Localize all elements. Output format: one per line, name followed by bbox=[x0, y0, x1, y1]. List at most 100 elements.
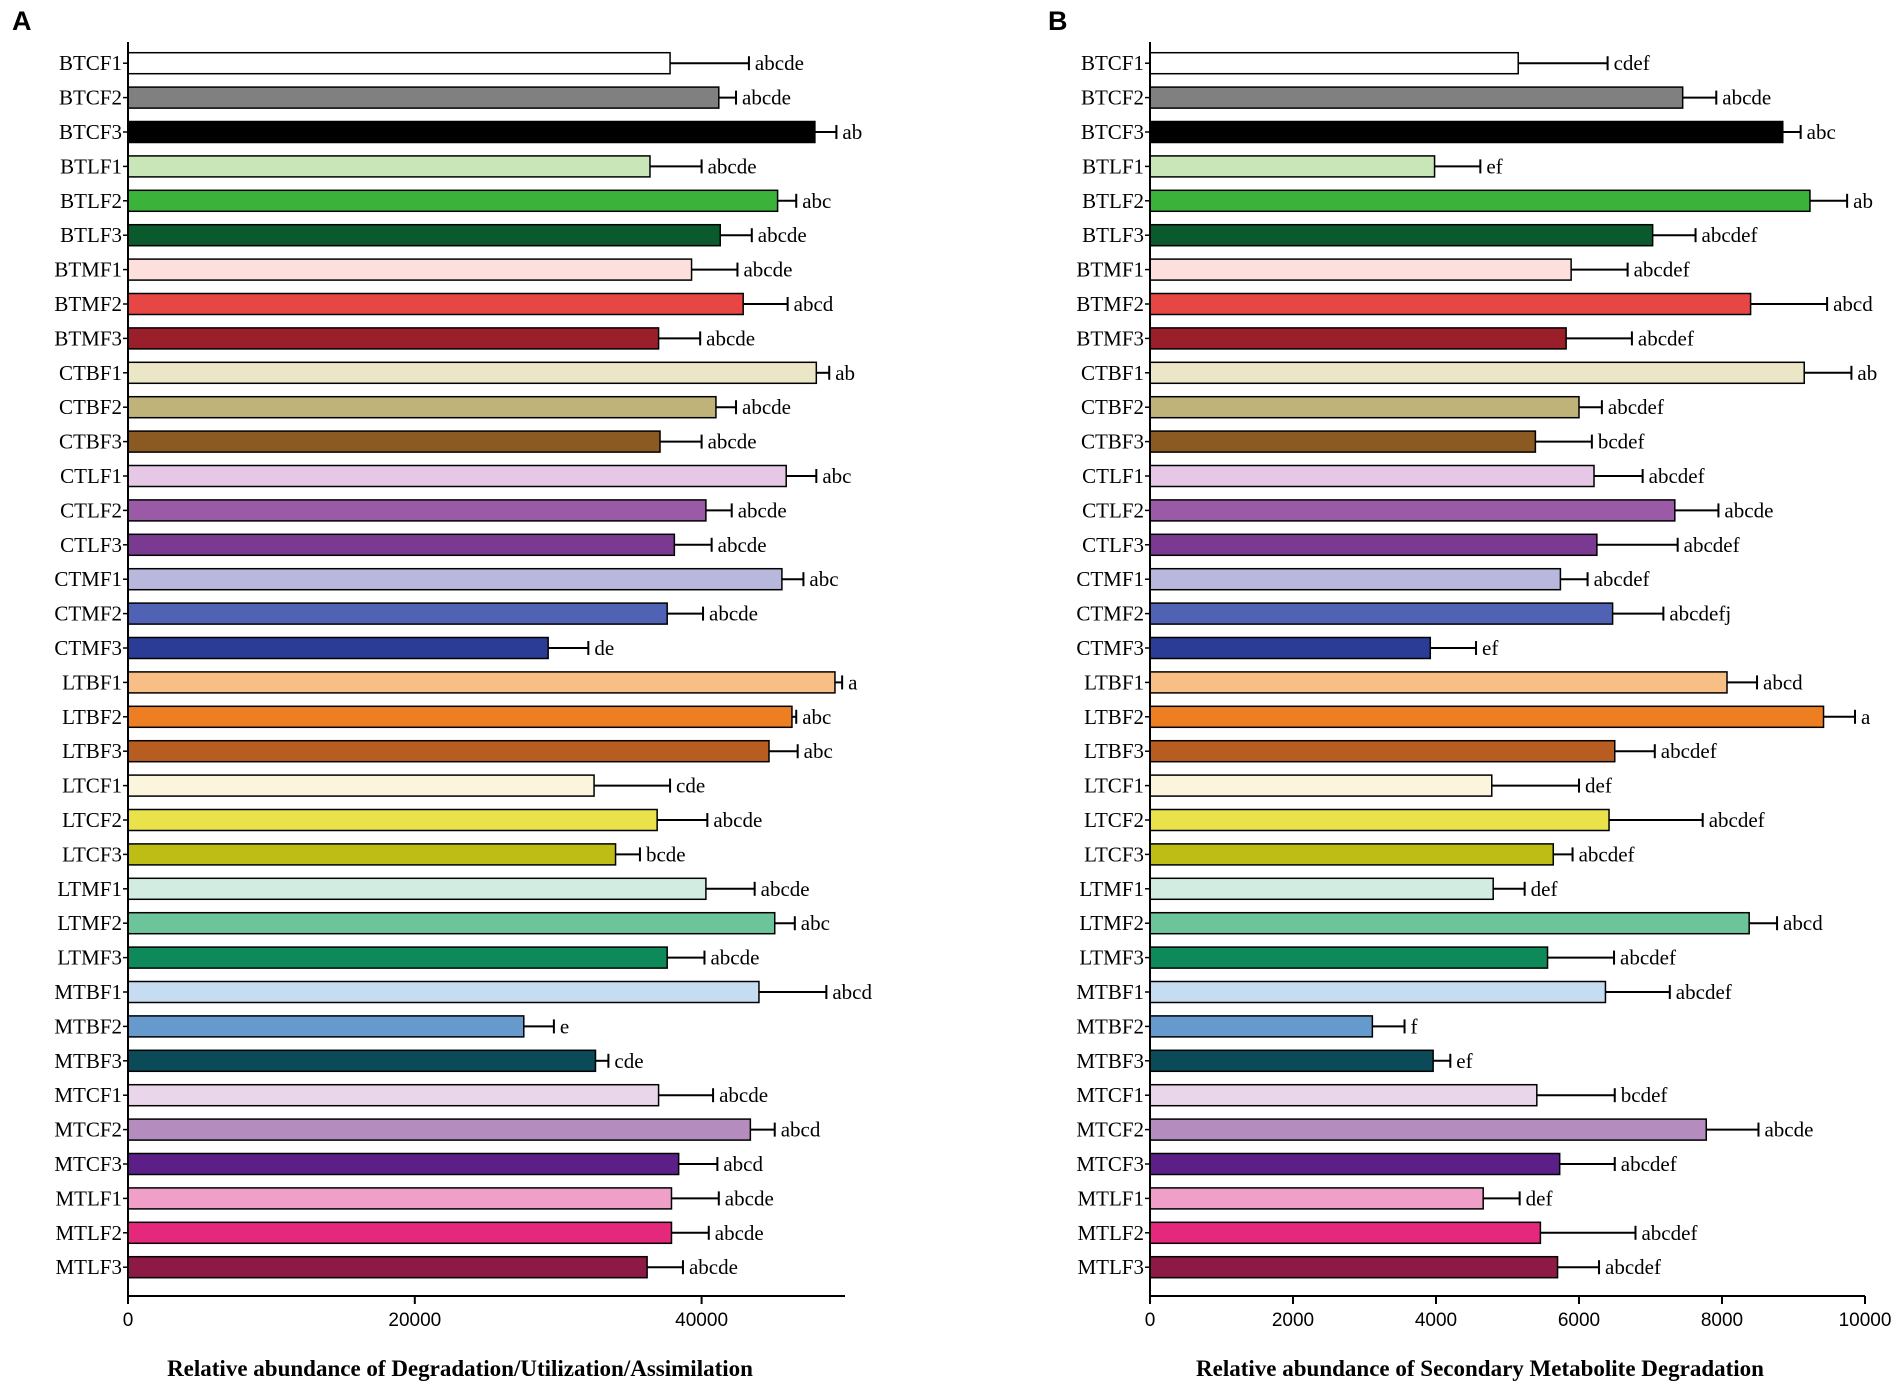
panel-a-bar-ltcf1 bbox=[127, 774, 595, 797]
panel-b-bar-ctbf1 bbox=[1149, 361, 1805, 385]
panel-a-bar-ctlf1 bbox=[127, 464, 787, 488]
panel-a-bar-btlf1 bbox=[127, 155, 651, 178]
panel-a-bar-ctmf3 bbox=[127, 636, 549, 660]
panel-b-sig-btlf2: ab bbox=[1853, 189, 1873, 213]
panel-a-sig-ctmf1: abc bbox=[809, 567, 838, 591]
panel-a-bar-mtlf3 bbox=[127, 1255, 648, 1279]
panel-b-bar-ctlf2 bbox=[1149, 499, 1676, 522]
panel-a-label-ltmf1: LTMF1 bbox=[57, 877, 122, 901]
panel-a-sig-btmf1: abcde bbox=[743, 258, 792, 282]
panel-b-sig-ltmf2: abcd bbox=[1783, 911, 1823, 935]
panel-a-sig-ctbf2: abcde bbox=[742, 395, 791, 419]
panel-b-bar-ltcf1 bbox=[1149, 774, 1493, 797]
panel-b-sig-ltcf3: abcdef bbox=[1579, 842, 1635, 866]
panel-b-label-ltmf3: LTMF3 bbox=[1079, 946, 1144, 970]
panel-a-bar-ctbf1 bbox=[127, 361, 818, 385]
panel-a-sig-mtcf2: abcd bbox=[781, 1118, 821, 1142]
panel-a-sig-ltbf2: abc bbox=[802, 705, 831, 729]
panel-a-bar-btmf1 bbox=[127, 258, 693, 281]
panel-a-x-tick-label-40000: 40000 bbox=[675, 1310, 728, 1331]
panel-a-sig-ctmf3: de bbox=[594, 636, 614, 660]
panel-a-axes: BTCF1 BTCF2 BTCF3 BTLF1 BTLF2 BTLF3 BTMF1 BTMF2… bbox=[54, 42, 845, 1331]
panel-a-bar-ctlf3 bbox=[127, 533, 676, 557]
panel-b-label-ctmf3: CTMF3 bbox=[1076, 636, 1144, 660]
panel-b-sig-ctlf1: abcdef bbox=[1649, 464, 1705, 488]
panel-b-x-tick-label-6000: 6000 bbox=[1558, 1310, 1600, 1331]
panel-a-sig-ctmf2: abcde bbox=[709, 602, 758, 626]
panel-a-label-ltcf2: LTCF2 bbox=[62, 808, 122, 832]
panel-a-sig-btmf3: abcde bbox=[706, 326, 755, 350]
panel-b-label-ctlf1: CTLF1 bbox=[1082, 464, 1144, 488]
panel-b-x-tick-label-0: 0 bbox=[1145, 1310, 1156, 1331]
panel-b-bar-mtcf2 bbox=[1149, 1118, 1708, 1141]
panel-a-sig-mtlf3: abcde bbox=[689, 1255, 738, 1279]
panel-b-label-mtbf1: MTBF1 bbox=[1076, 980, 1144, 1004]
panel-a-bar-ltbf3 bbox=[127, 739, 770, 763]
panel-b-label-ctlf3: CTLF3 bbox=[1082, 533, 1144, 557]
panel-a-sig-ctbf3: abcde bbox=[708, 430, 757, 454]
panel-a-bar-btmf2 bbox=[127, 292, 744, 316]
panel-b-label-ctmf2: CTMF2 bbox=[1076, 602, 1144, 626]
panel-b-bar-btmf2 bbox=[1149, 292, 1752, 316]
panel-b-bar-ltbf3 bbox=[1149, 739, 1616, 763]
panel-a-label-btmf1: BTMF1 bbox=[54, 258, 122, 282]
panel-a-bar-btmf3 bbox=[127, 327, 660, 350]
panel-b-axes: BTCF1 BTCF2 BTCF3 BTLF1 BTLF2 BTLF3 BTMF1 BTMF2… bbox=[1076, 42, 1891, 1331]
panel-a-sig-ctlf3: abcde bbox=[718, 533, 767, 557]
panel-b-sig-btcf3: abc bbox=[1807, 120, 1836, 144]
panel-b-label-ctbf3: CTBF3 bbox=[1081, 430, 1144, 454]
panel-a-bar-ltmf3 bbox=[127, 946, 668, 969]
panel-b-bar-btlf2 bbox=[1149, 189, 1811, 213]
panel-b-sig-ltmf3: abcdef bbox=[1620, 946, 1676, 970]
panel-a-label-mtcf3: MTCF3 bbox=[54, 1152, 122, 1176]
panel-a-sig-btlf1: abcde bbox=[708, 154, 757, 178]
panel-b-sig-mtlf1: def bbox=[1526, 1186, 1553, 1210]
panel-b-sig-ctlf3: abcdef bbox=[1684, 533, 1740, 557]
panel-b-bar-ctmf1 bbox=[1149, 567, 1562, 591]
panel-b-bar-ltbf1 bbox=[1149, 671, 1728, 694]
panel-b-sig-ltmf1: def bbox=[1531, 877, 1558, 901]
panel-a-label-mtbf3: MTBF3 bbox=[54, 1049, 122, 1073]
panel-a-bar-ltcf2 bbox=[127, 808, 658, 832]
panel-a-sig-mtbf1: abcd bbox=[832, 980, 872, 1004]
panel-b-label-btcf1: BTCF1 bbox=[1081, 51, 1144, 75]
panel-a-bar-ltmf1 bbox=[127, 877, 707, 901]
panel-b-label-ctlf2: CTLF2 bbox=[1082, 498, 1144, 522]
panel-a-bar-mtcf3 bbox=[127, 1152, 680, 1176]
panel-a-label-ltbf2: LTBF2 bbox=[62, 705, 122, 729]
panel-b-sig-mtlf3: abcdef bbox=[1605, 1255, 1661, 1279]
panel-a-bar-mtcf1 bbox=[127, 1083, 660, 1107]
panel-a-bar-ltbf2 bbox=[127, 705, 793, 729]
panel-b-bar-ctbf3 bbox=[1149, 430, 1537, 453]
panel-a-label-ctbf2: CTBF2 bbox=[59, 395, 122, 419]
panel-a-label-btlf3: BTLF3 bbox=[60, 223, 122, 247]
panel-a-label-ctlf1: CTLF1 bbox=[60, 464, 122, 488]
panel-b-x-tick-label-2000: 2000 bbox=[1272, 1310, 1314, 1331]
panel-b-label-ctmf1: CTMF1 bbox=[1076, 567, 1144, 591]
panel-b-sig-btmf2: abcd bbox=[1833, 292, 1873, 316]
panel-b-sig-ltcf1: def bbox=[1585, 774, 1612, 798]
panel-b-sig-mtbf3: ef bbox=[1456, 1049, 1472, 1073]
panel-b-bar-btcf3 bbox=[1149, 120, 1784, 144]
panel-b-bar-btcf2 bbox=[1149, 86, 1684, 109]
panel-b-label-mtlf2: MTLF2 bbox=[1077, 1221, 1144, 1245]
panel-a-sig-mtcf3: abcd bbox=[723, 1152, 763, 1176]
panel-a-x-tick-label-20000: 20000 bbox=[388, 1310, 441, 1331]
panel-a-bar-ctmf2 bbox=[127, 602, 668, 625]
panel-b-sig-mtbf2: f bbox=[1411, 1014, 1418, 1038]
panel-a-label-mtcf2: MTCF2 bbox=[54, 1118, 122, 1142]
panel-a-label-ltbf3: LTBF3 bbox=[62, 739, 122, 763]
panel-b-bar-btmf1 bbox=[1149, 258, 1572, 281]
panel-b-label-btmf3: BTMF3 bbox=[1076, 326, 1144, 350]
panel-b-bar-mtlf3 bbox=[1149, 1255, 1559, 1279]
panel-a-bar-ctmf1 bbox=[127, 567, 783, 591]
panel-b-label-ltbf1: LTBF1 bbox=[1084, 670, 1144, 694]
panel-b-label-btlf2: BTLF2 bbox=[1082, 189, 1144, 213]
panel-a-label-ltcf1: LTCF1 bbox=[62, 774, 122, 798]
panel-a-bar-mtcf2 bbox=[127, 1118, 752, 1141]
panel-b-label-mtlf1: MTLF1 bbox=[1077, 1186, 1144, 1210]
panel-a-bar-btcf1 bbox=[127, 51, 671, 75]
panel-a-label-btmf2: BTMF2 bbox=[54, 292, 122, 316]
panel-b-sig-btlf1: ef bbox=[1486, 154, 1502, 178]
panel-b-sig-ctmf1: abcdef bbox=[1594, 567, 1650, 591]
